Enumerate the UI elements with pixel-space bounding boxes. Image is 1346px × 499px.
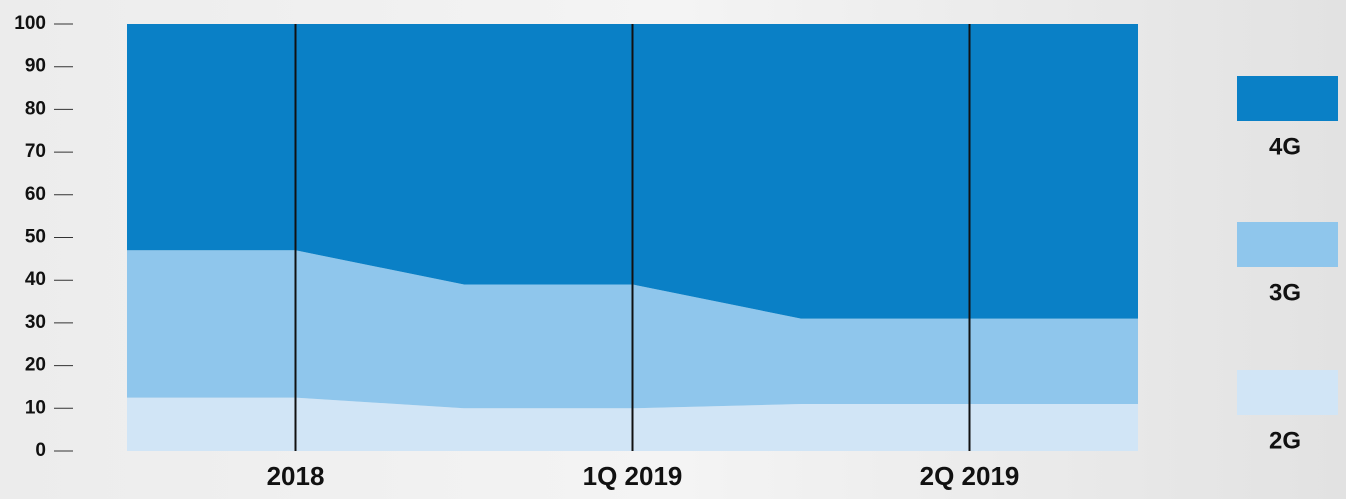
- legend-label: 2G: [1269, 427, 1301, 454]
- y-tick-label: 10: [25, 397, 46, 418]
- y-tick-label: 0: [35, 440, 46, 461]
- x-tick-label: 2Q 2019: [920, 461, 1020, 491]
- legend-swatch: [1237, 370, 1338, 415]
- legend-swatch: [1237, 76, 1338, 121]
- y-tick-label: 100: [14, 13, 46, 34]
- x-tick-label: 2018: [267, 461, 325, 491]
- legend-swatch: [1237, 222, 1338, 267]
- y-tick-label: 80: [25, 98, 46, 119]
- y-tick-label: 50: [25, 227, 46, 248]
- y-tick-label: 70: [25, 141, 46, 162]
- y-tick-label: 90: [25, 56, 46, 77]
- x-tick-label: 1Q 2019: [583, 461, 683, 491]
- y-tick-label: 20: [25, 355, 46, 376]
- y-tick-label: 60: [25, 184, 46, 205]
- y-tick-label: 30: [25, 312, 46, 333]
- legend-label: 4G: [1269, 133, 1301, 160]
- legend-label: 3G: [1269, 279, 1301, 306]
- y-tick-label: 40: [25, 269, 46, 290]
